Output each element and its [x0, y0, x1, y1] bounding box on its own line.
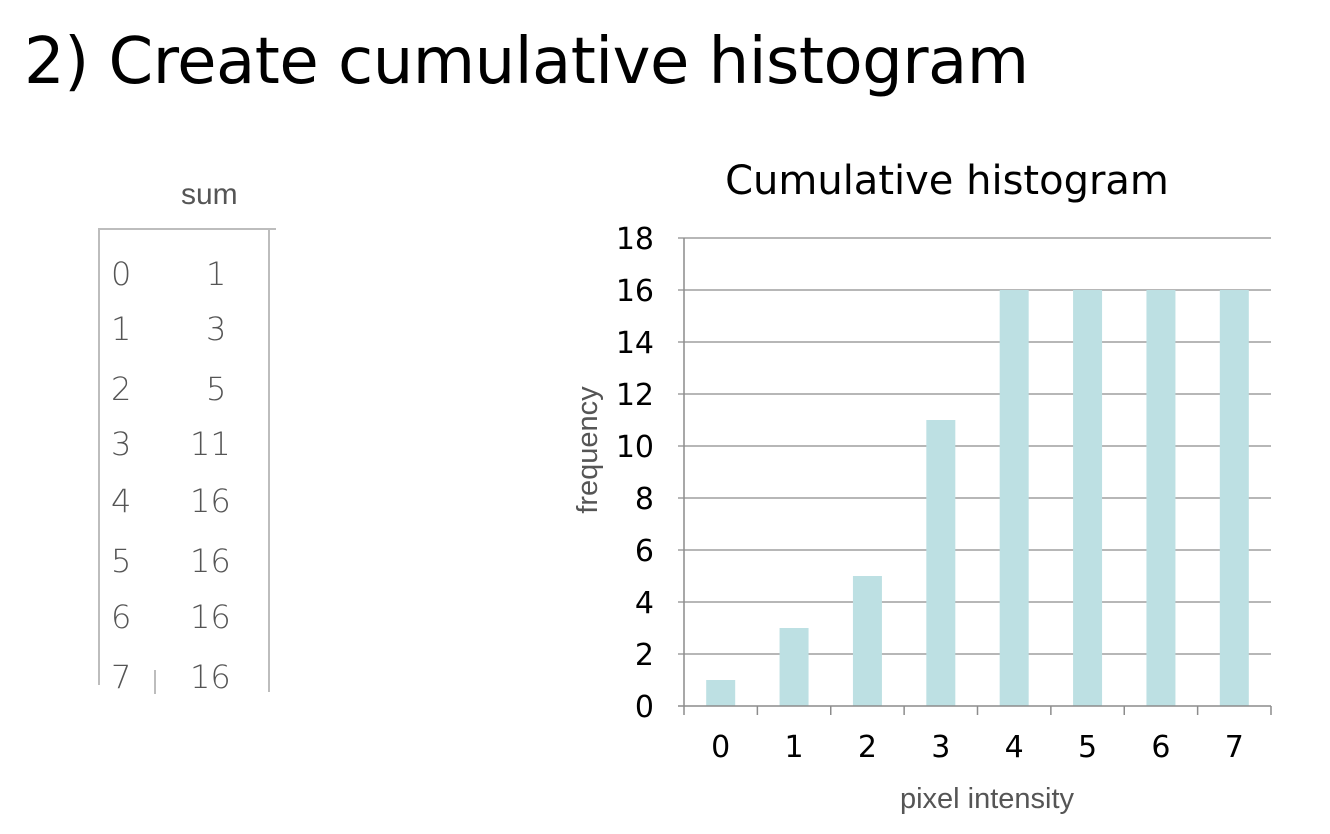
table-cell-sum: 3 [206, 310, 227, 348]
gridlines [678, 237, 1271, 655]
table-cell-sum: 5 [206, 370, 227, 408]
table-top-rule [98, 228, 276, 230]
bar-1 [779, 628, 809, 706]
y-tick-label: 14 [616, 326, 654, 361]
x-tick-label: 3 [931, 730, 950, 765]
table-cell-sum: 16 [190, 658, 231, 696]
table-cell-intensity: 5 [111, 542, 132, 580]
cumulative-sum-table: sum 0 1 1 3 2 5 3 11 4 16 5 16 6 16 7 16 [0, 0, 320, 834]
y-tick-labels: 0 2 4 6 8 10 12 14 16 18 [616, 222, 654, 725]
y-tick-label: 10 [616, 430, 654, 465]
y-tick-label: 18 [616, 222, 654, 257]
table-cell-sum: 16 [190, 482, 231, 520]
axes [678, 238, 1272, 715]
bar-5 [1073, 290, 1103, 706]
bar-2 [852, 576, 882, 706]
table-left-rule [98, 230, 100, 685]
table-cell-sum: 16 [190, 542, 231, 580]
x-tick-label: 5 [1078, 730, 1097, 765]
chart-title: Cumulative histogram [725, 158, 1169, 204]
y-tick-label: 8 [635, 482, 654, 517]
x-tick-label: 4 [1005, 730, 1024, 765]
table-cell-intensity: 0 [111, 255, 132, 293]
table-right-rule [268, 230, 270, 692]
x-tick-label: 1 [785, 730, 804, 765]
x-axis-label: pixel intensity [900, 783, 1075, 815]
x-tick-label: 0 [711, 730, 730, 765]
x-tick-label: 2 [858, 730, 877, 765]
y-axis-label: frequency [572, 386, 604, 514]
y-tick-label: 2 [635, 638, 654, 673]
x-tick-label: 7 [1225, 730, 1244, 765]
table-divider-rule [154, 670, 156, 694]
y-tick-label: 16 [616, 274, 654, 309]
bars [706, 290, 1249, 706]
table-cell-sum: 1 [206, 255, 227, 293]
bar-3 [926, 420, 956, 706]
y-tick-label: 0 [635, 690, 654, 725]
table-cell-sum: 16 [190, 598, 231, 636]
table-cell-intensity: 1 [111, 310, 132, 348]
bar-7 [1219, 290, 1249, 706]
table-cell-intensity: 4 [111, 482, 132, 520]
bar-6 [1146, 290, 1176, 706]
sum-column-header: sum [181, 178, 238, 211]
x-tick-label: 6 [1151, 730, 1170, 765]
y-tick-label: 12 [616, 378, 654, 413]
table-cell-intensity: 7 [111, 658, 132, 696]
bar-4 [999, 290, 1029, 706]
table-cell-intensity: 2 [111, 370, 132, 408]
table-cell-intensity: 6 [111, 598, 132, 636]
x-tick-labels: 0 1 2 3 4 5 6 7 [711, 730, 1244, 765]
bar-0 [706, 680, 736, 706]
table-cell-sum: 11 [190, 425, 231, 463]
slide-title: 2) Create cumulative histogram [24, 25, 1029, 99]
y-tick-label: 4 [635, 586, 654, 621]
y-tick-label: 6 [635, 534, 654, 569]
table-cell-intensity: 3 [111, 425, 132, 463]
